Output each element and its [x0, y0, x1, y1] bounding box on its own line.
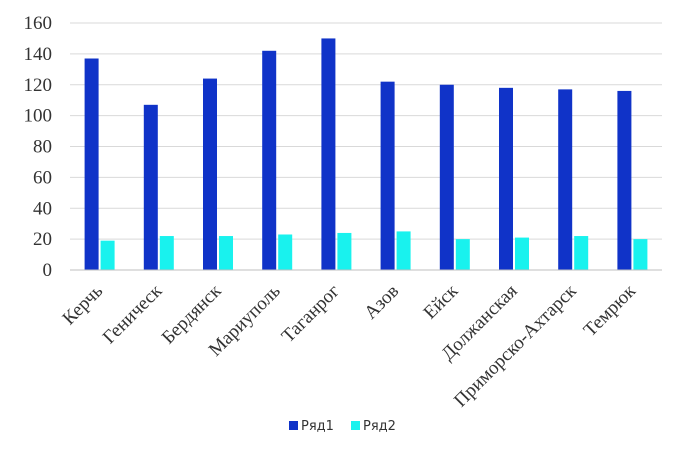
bar-series2 [337, 232, 352, 270]
bar-series1 [558, 89, 573, 270]
x-tick-label: Таганрог [278, 281, 344, 347]
bar-series2 [455, 239, 470, 270]
bar-series1 [321, 38, 336, 270]
bar-series1 [439, 84, 454, 270]
y-tick-label: 40 [33, 198, 52, 219]
y-tick-label: 0 [43, 260, 53, 281]
bar-series1 [84, 58, 99, 270]
gridlines [70, 22, 662, 240]
legend: Ряд1 Ряд2 [289, 419, 396, 434]
bars [84, 38, 648, 271]
x-tick-label: Геническ [99, 280, 167, 348]
bar-series2 [219, 236, 233, 270]
x-tick-label: Темрюк [580, 280, 641, 341]
y-tick-label: 100 [24, 106, 53, 127]
bar-series2 [159, 236, 174, 270]
bar-series2 [574, 236, 589, 270]
legend-swatch [289, 421, 298, 430]
legend-label: Ряд1 [301, 419, 334, 434]
y-tick-label: 80 [33, 137, 52, 158]
x-tick-label: Керчь [59, 280, 108, 329]
y-tick-label: 60 [33, 167, 52, 188]
bar-series2 [515, 237, 529, 270]
bar-series2 [633, 239, 648, 270]
bar-series2 [100, 240, 115, 270]
bar-series1 [143, 104, 158, 270]
legend-label: Ряд2 [363, 419, 396, 434]
bar-series1 [617, 90, 632, 270]
y-tick-label: 160 [24, 13, 53, 34]
bar-series1 [380, 81, 395, 270]
bar-series1 [203, 78, 217, 270]
y-tick-label: 20 [33, 229, 52, 250]
x-tick-label: Азов [360, 281, 403, 324]
bar-series1 [499, 87, 513, 271]
bar-series1 [262, 50, 277, 270]
x-tick-label: Ейск [420, 280, 463, 323]
y-tick-label: 140 [24, 44, 53, 65]
legend-swatch [351, 421, 360, 430]
y-axis-ticks: 0 20 40 60 80 100 120 140 160 [24, 13, 53, 281]
bar-series2 [278, 234, 293, 270]
bar-series2 [396, 231, 411, 270]
y-tick-label: 120 [24, 75, 53, 96]
